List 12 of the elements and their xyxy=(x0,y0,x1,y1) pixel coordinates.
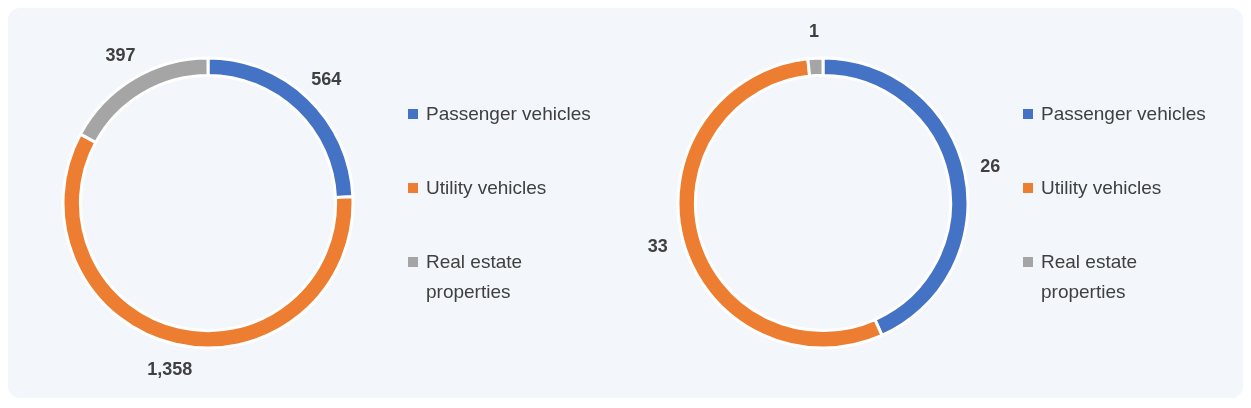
data-label: 564 xyxy=(311,68,342,89)
legend-label: Passenger vehicles xyxy=(1041,102,1206,126)
data-label: 26 xyxy=(980,156,1001,177)
legend-label: Utility vehicles xyxy=(1041,176,1162,200)
legend-label: Passenger vehicles xyxy=(426,102,591,126)
legend-label: Utility vehicles xyxy=(426,176,547,200)
data-label: 1 xyxy=(809,21,820,42)
data-label: 1,358 xyxy=(147,358,193,379)
legend-label: Real estate properties xyxy=(426,250,524,304)
data-label: 33 xyxy=(647,236,668,257)
legend-label: Real estate properties xyxy=(1041,250,1139,304)
data-label: 397 xyxy=(105,45,136,66)
